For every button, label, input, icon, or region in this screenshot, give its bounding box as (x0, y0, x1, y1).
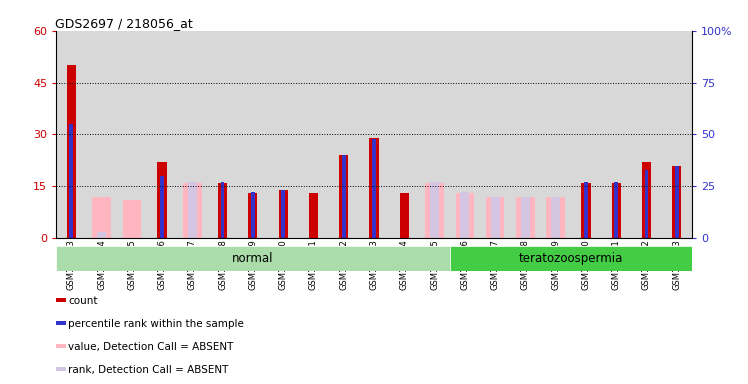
Bar (460, 192, 470, 238)
Bar (389, 31, 420, 238)
Bar (359, 31, 389, 238)
Bar (486, 197, 504, 238)
Bar (662, 31, 692, 238)
Text: GDS2697 / 218056_at: GDS2697 / 218056_at (55, 17, 192, 30)
Bar (516, 197, 535, 238)
Bar (510, 31, 541, 238)
Bar (521, 197, 530, 238)
Bar (278, 190, 288, 238)
Bar (177, 31, 207, 238)
Bar (207, 31, 238, 238)
Bar (672, 166, 681, 238)
Bar (456, 193, 474, 238)
Bar (631, 31, 662, 238)
Bar (642, 162, 651, 238)
Bar (158, 162, 167, 238)
Bar (480, 31, 510, 238)
Bar (675, 166, 678, 238)
Text: percentile rank within the sample: percentile rank within the sample (68, 319, 244, 329)
Text: rank, Detection Call = ABSENT: rank, Detection Call = ABSENT (68, 364, 228, 375)
Bar (426, 183, 444, 238)
Bar (645, 170, 649, 238)
Bar (92, 197, 111, 238)
Bar (281, 190, 285, 238)
Bar (571, 31, 601, 238)
Bar (251, 192, 255, 238)
Bar (56, 246, 450, 271)
Bar (370, 138, 378, 238)
Bar (581, 183, 590, 238)
Bar (123, 200, 141, 238)
Bar (56, 344, 67, 348)
Bar (117, 31, 147, 238)
Bar (614, 182, 618, 238)
Bar (268, 31, 298, 238)
Text: count: count (68, 296, 98, 306)
Bar (67, 65, 76, 238)
Bar (218, 183, 227, 238)
Bar (147, 31, 177, 238)
Bar (298, 31, 328, 238)
Bar (601, 31, 631, 238)
Bar (373, 139, 375, 238)
Bar (328, 31, 359, 238)
Bar (86, 31, 117, 238)
Bar (450, 31, 480, 238)
Bar (420, 31, 450, 238)
Bar (56, 367, 67, 371)
Bar (183, 183, 201, 238)
Bar (450, 246, 692, 271)
Bar (221, 182, 224, 238)
Bar (551, 197, 560, 238)
Text: normal: normal (232, 252, 274, 265)
Bar (430, 182, 439, 238)
Bar (56, 321, 67, 325)
Text: value, Detection Call = ABSENT: value, Detection Call = ABSENT (68, 342, 233, 352)
Bar (56, 298, 67, 302)
Bar (97, 232, 106, 238)
Bar (491, 197, 500, 238)
Bar (342, 155, 346, 238)
Bar (584, 182, 588, 238)
Bar (188, 182, 197, 238)
Bar (248, 193, 257, 238)
Bar (56, 31, 86, 238)
Bar (238, 31, 268, 238)
Bar (612, 183, 621, 238)
Bar (160, 176, 164, 238)
Bar (399, 193, 409, 238)
Text: teratozoospermia: teratozoospermia (518, 252, 623, 265)
Bar (309, 193, 318, 238)
Bar (70, 124, 73, 238)
Bar (541, 31, 571, 238)
Bar (547, 197, 565, 238)
Bar (339, 155, 349, 238)
